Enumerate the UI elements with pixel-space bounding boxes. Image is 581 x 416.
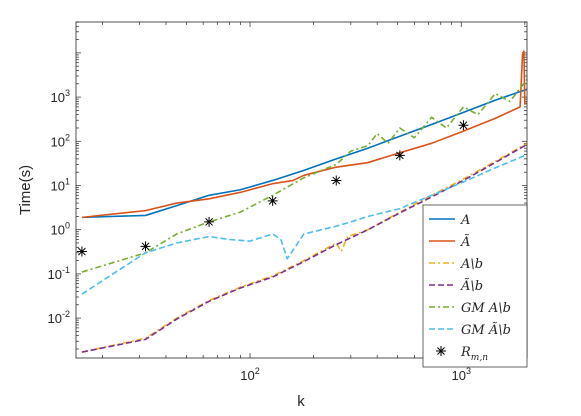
series-6-point — [394, 150, 405, 161]
legend: AÃ A\b Ã\b GM A\b GM Ã\b Rm,n — [422, 204, 528, 368]
y-tick-label: 102 — [51, 132, 70, 149]
series-1-line — [81, 50, 527, 219]
series-layer — [76, 50, 527, 353]
y-tick-label: 10-2 — [48, 309, 70, 326]
legend-label: GM A\b — [461, 301, 511, 316]
series-3-group — [81, 143, 527, 353]
series-2-group — [81, 142, 527, 353]
legend-label: A\b — [460, 257, 483, 272]
x-tick-label: 102 — [240, 366, 259, 383]
legend-marker — [436, 346, 446, 356]
y-tick-label: 10-1 — [48, 265, 70, 282]
y-tick-label: 100 — [51, 221, 70, 238]
y-tick-labels: 10-2 10-1 100 101 102 103 — [48, 88, 70, 326]
series-6-point — [76, 246, 87, 257]
legend-label: Ã\b — [460, 278, 483, 294]
series-6-point — [204, 216, 215, 227]
series-6-point — [140, 241, 151, 252]
plot-frame — [75, 21, 528, 359]
legend-label: A — [460, 213, 470, 228]
legend-label: Rm,n — [460, 345, 488, 363]
series-6-point — [267, 195, 278, 206]
legend-label: Ã — [460, 234, 470, 250]
series-6-point — [458, 120, 469, 131]
y-tick-label: 103 — [51, 88, 70, 105]
x-tick-label: 103 — [451, 366, 470, 383]
legend-label: GM Ã\b — [461, 322, 511, 338]
series-6-group — [76, 120, 469, 257]
series-1-group — [81, 50, 527, 219]
series-4-line — [81, 79, 527, 273]
x-tick-labels: 102 103 — [240, 366, 471, 383]
x-axis-label: k — [297, 393, 305, 410]
series-5-group — [81, 153, 527, 295]
y-tick-label: 101 — [51, 176, 70, 193]
series-4-group — [81, 79, 527, 273]
series-3-line — [81, 143, 527, 353]
series-2-line — [81, 142, 527, 353]
legend-box — [422, 204, 528, 368]
y-axis-label: Time(s) — [17, 165, 34, 215]
series-6-point — [331, 175, 342, 186]
series-5-line — [81, 153, 527, 295]
